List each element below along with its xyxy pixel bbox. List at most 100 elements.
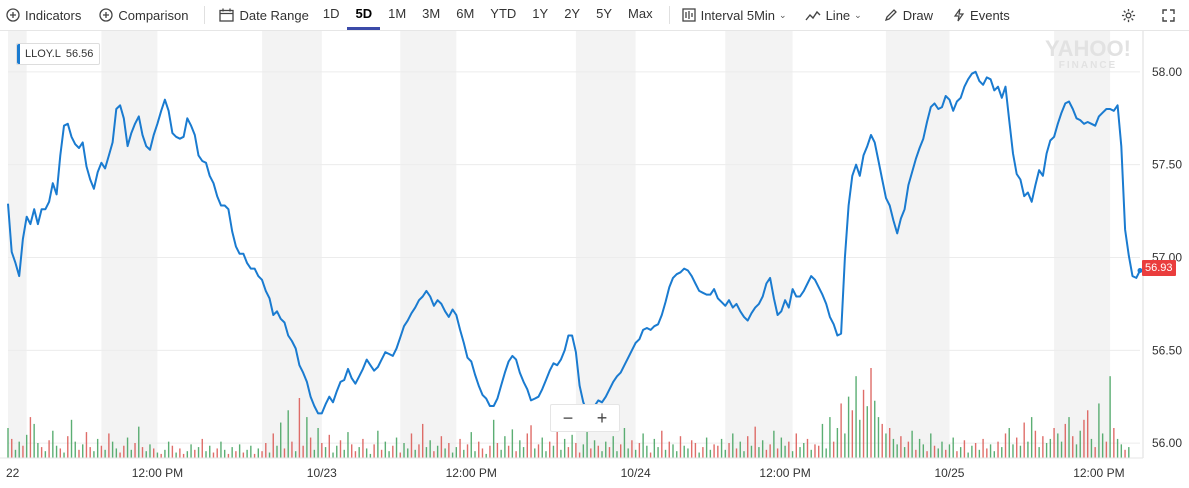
volume-bar <box>212 452 215 458</box>
range-1m[interactable]: 1M <box>388 6 407 21</box>
volume-bar <box>463 449 465 458</box>
volume-bar <box>668 441 670 458</box>
events-button[interactable]: Events <box>953 0 1010 30</box>
volume-bar <box>597 445 599 458</box>
volume-bar <box>896 444 898 458</box>
volume-bar <box>870 368 872 458</box>
volume-bar <box>847 396 850 458</box>
volume-bar <box>96 438 99 458</box>
volume-bar <box>702 447 704 458</box>
volume-bar <box>616 451 618 458</box>
session-band <box>575 31 636 458</box>
volume-bar <box>971 445 973 458</box>
legend-value: 56.56 <box>65 48 94 60</box>
volume-bar <box>530 425 532 458</box>
range-5y[interactable]: 5Y <box>596 6 613 21</box>
volume-bar <box>253 453 256 458</box>
date-range-button[interactable]: Date Range <box>219 0 309 30</box>
volume-bar <box>1019 445 1022 458</box>
range-1d[interactable]: 1D <box>322 6 340 21</box>
volume-bar <box>421 423 424 458</box>
volume-bar <box>952 437 954 458</box>
volume-bar <box>283 448 286 458</box>
volume-bar <box>676 451 678 458</box>
settings-button[interactable] <box>1121 0 1141 30</box>
symbol-legend[interactable]: LLOY.L 56.56 <box>16 43 101 65</box>
volume-bar <box>1075 444 1078 458</box>
volume-bar <box>888 428 891 458</box>
range-ytd[interactable]: YTD <box>490 6 517 21</box>
range-6m[interactable]: 6M <box>456 6 475 21</box>
volume-bar <box>758 447 760 458</box>
volume-bar <box>683 445 685 458</box>
volume-bar <box>1012 444 1014 458</box>
volume-bar <box>362 438 364 458</box>
chart-type-dropdown[interactable]: Line ⌄ <box>805 0 862 30</box>
volume-bar <box>832 441 835 458</box>
plus-circle-icon <box>6 8 20 22</box>
volume-bar <box>25 434 28 458</box>
volume-bar <box>799 447 801 458</box>
range-5d[interactable]: 5D <box>347 0 381 30</box>
volume-bar <box>201 438 203 458</box>
volume-bar <box>836 428 839 458</box>
volume-bar <box>818 445 820 458</box>
interval-value: 5Min <box>746 7 776 23</box>
volume-bar <box>67 436 69 458</box>
volume-bar <box>578 452 581 458</box>
volume-bar <box>309 437 312 458</box>
volume-bar <box>100 445 103 458</box>
volume-bar <box>773 430 775 458</box>
lightning-icon <box>953 8 965 22</box>
volume-bar <box>653 438 656 458</box>
volume-bar <box>384 441 387 458</box>
volume-bar <box>287 410 289 458</box>
volume-bar <box>302 445 304 458</box>
volume-bar <box>466 444 469 458</box>
volume-bar <box>395 437 398 458</box>
y-tick-label: 58.00 <box>1152 65 1182 79</box>
volume-bar <box>167 441 170 458</box>
volume-bar <box>829 417 831 458</box>
volume-bar <box>455 447 458 458</box>
watermark-line2: FINANCE <box>1058 60 1118 71</box>
volume-bar <box>892 438 895 458</box>
volume-bar <box>877 417 880 458</box>
gear-icon <box>1121 8 1136 22</box>
volume-bar <box>317 428 319 458</box>
volume-bar <box>93 451 95 458</box>
volume-bar <box>698 452 700 458</box>
volume-bar <box>1053 428 1055 458</box>
volume-bar <box>1105 441 1108 458</box>
volume-bar <box>459 438 461 458</box>
volume-bar <box>29 417 32 458</box>
range-max[interactable]: Max <box>628 6 653 21</box>
volume-bar <box>37 443 39 458</box>
comparison-button[interactable]: Comparison <box>99 0 188 30</box>
volume-bar <box>242 452 245 458</box>
volume-bar <box>623 428 626 458</box>
volume-bar <box>750 445 753 458</box>
draw-button[interactable]: Draw <box>884 0 933 30</box>
range-3m[interactable]: 3M <box>422 6 441 21</box>
volume-bar <box>48 440 50 458</box>
zoom-out-button[interactable]: − <box>562 408 574 428</box>
range-2y[interactable]: 2Y <box>564 6 581 21</box>
y-tick-label: 57.50 <box>1152 158 1182 172</box>
volume-bar <box>1086 410 1089 458</box>
session-band <box>8 31 27 458</box>
volume-bar <box>171 445 174 458</box>
volume-bar <box>448 443 450 458</box>
interval-dropdown[interactable]: Interval 5Min ⌄ <box>681 0 787 30</box>
watermark-line1: YAHOO! <box>1045 36 1131 61</box>
volume-bar <box>922 444 925 458</box>
range-1y[interactable]: 1Y <box>532 6 549 21</box>
chevron-down-icon: ⌄ <box>779 9 787 20</box>
fullscreen-button[interactable] <box>1162 0 1180 30</box>
indicators-button[interactable]: Indicators <box>6 0 81 30</box>
volume-bar <box>989 444 992 458</box>
volume-bar <box>149 444 151 458</box>
zoom-in-button[interactable]: + <box>596 408 608 428</box>
volume-bar <box>840 403 842 458</box>
